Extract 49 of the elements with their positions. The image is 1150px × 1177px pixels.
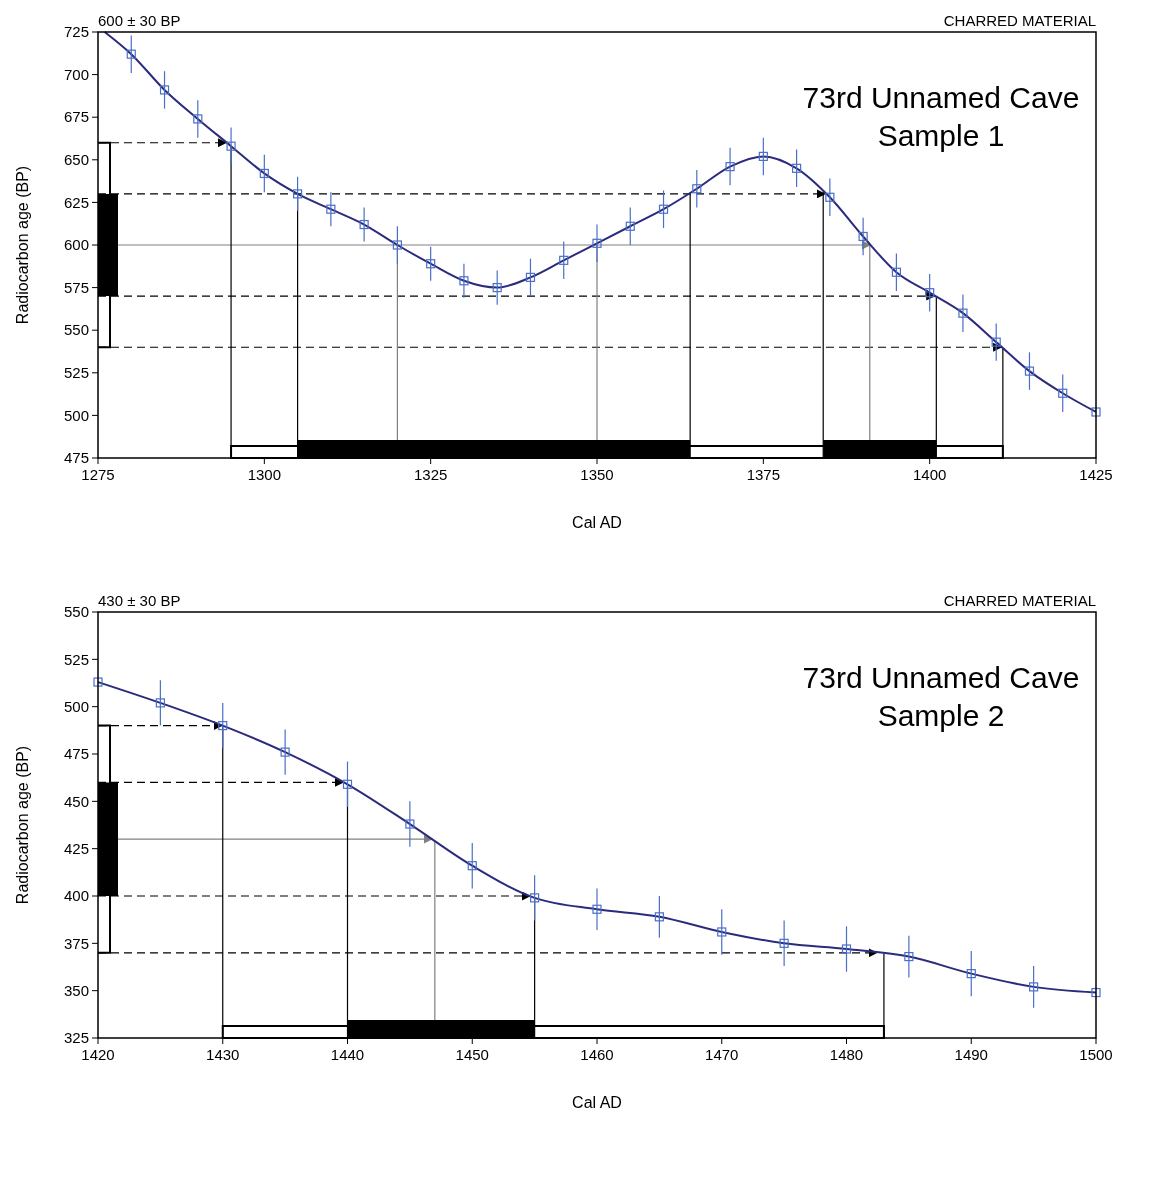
- y-tick-label: 600: [63, 236, 89, 254]
- y-tick-label: 675: [63, 108, 89, 126]
- text: CHARRED MATERIAL: [943, 592, 1096, 609]
- x-tick-label: 1480: [829, 1046, 864, 1063]
- y-tick-label: 725: [63, 23, 89, 41]
- x-tick-label: 1490: [954, 1046, 988, 1063]
- x-tick-label: 1470: [705, 1046, 739, 1063]
- y-tick-label: 500: [63, 697, 89, 715]
- text: Sample 1: [877, 119, 1005, 152]
- y-tick-label: 375: [63, 934, 89, 952]
- y-tick-label: 625: [63, 193, 89, 211]
- y-tick-label: 525: [63, 364, 89, 382]
- text: 600 ± 30 BP: [98, 12, 181, 29]
- x-tick-label: 1460: [580, 1046, 614, 1063]
- x-tick-label: 1300: [247, 466, 282, 483]
- text: CHARRED MATERIAL: [943, 12, 1096, 29]
- x-tick-label: 1450: [455, 1046, 489, 1063]
- x-tick-label: 1430: [206, 1046, 240, 1063]
- y-tick-label: 550: [63, 603, 89, 621]
- text: 73rd Unnamed Cave: [802, 661, 1080, 694]
- text: 430 ± 30 BP: [98, 592, 181, 609]
- x-tick-label: 1375: [746, 466, 781, 483]
- y-tick-label: 500: [63, 406, 89, 424]
- y-tick-label: 550: [63, 321, 89, 339]
- x-tick-label: 1275: [81, 466, 115, 483]
- y-tick-label: 700: [63, 65, 89, 83]
- x-tick-label: 1325: [413, 466, 448, 483]
- x-axis-title: Cal AD: [572, 514, 622, 531]
- y-axis-title: Radiocarbon age (BP): [14, 745, 31, 905]
- x-tick-label: 1400: [912, 466, 947, 483]
- x-tick-label: 1440: [330, 1046, 365, 1063]
- x-tick-label: 1425: [1079, 466, 1113, 483]
- y-tick-label: 425: [63, 839, 89, 857]
- text: Sample 2: [877, 699, 1005, 732]
- y-tick-label: 475: [63, 745, 89, 763]
- y-tick-label: 325: [63, 1029, 89, 1047]
- y-tick-label: 475: [63, 449, 89, 467]
- y-tick-label: 525: [63, 650, 89, 668]
- text: 73rd Unnamed Cave: [802, 81, 1080, 114]
- x-tick-label: 1350: [580, 466, 614, 483]
- y-tick-label: 450: [63, 792, 89, 810]
- x-tick-label: 1420: [81, 1046, 115, 1063]
- y-tick-label: 400: [63, 887, 89, 905]
- x-tick-label: 1500: [1079, 1046, 1113, 1063]
- y-tick-label: 350: [63, 981, 89, 999]
- x-axis-title: Cal AD: [572, 1094, 622, 1111]
- y-tick-label: 575: [63, 278, 89, 296]
- y-tick-label: 650: [63, 151, 89, 169]
- y-axis-title: Radiocarbon age (BP): [14, 165, 31, 325]
